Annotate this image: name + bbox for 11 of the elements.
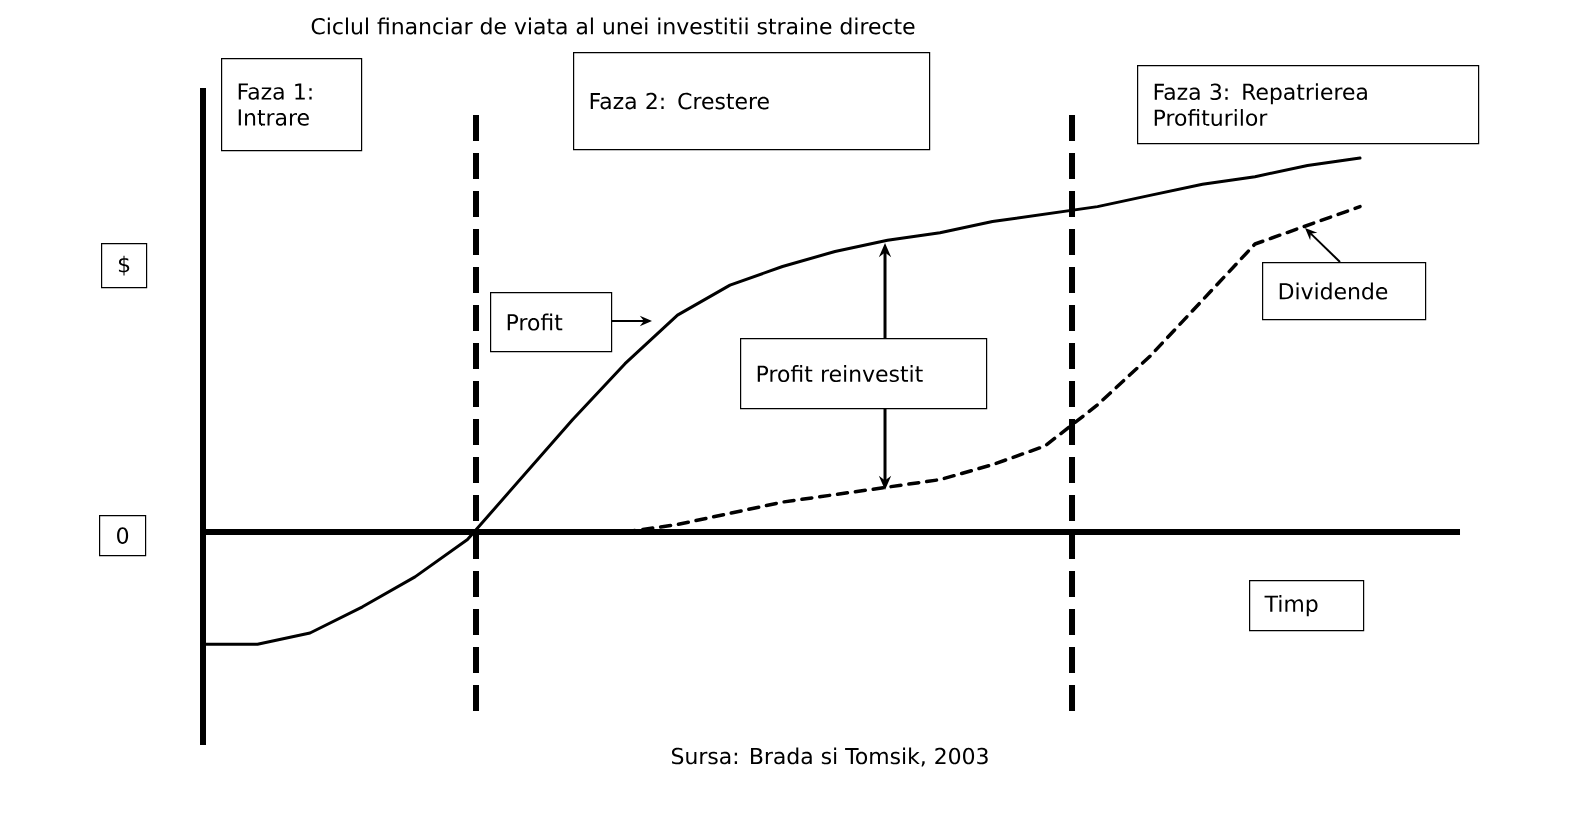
text: Faza 3: Repatrierea Profiturilor	[1154, 83, 1367, 127]
chart-title: Ciclul financiar de viata al unei investitii straine directe	[311, 17, 915, 35]
annotation: Profit reinvestit	[757, 365, 923, 383]
text: Faza 2: Crestere	[590, 92, 769, 110]
text: Sursa: Brada si Tomsik, 2003	[671, 747, 988, 767]
text: 0	[117, 527, 129, 544]
y-axis-title: $	[118, 255, 130, 276]
text: Faza 1: Intrare	[238, 83, 312, 126]
text: Dividende	[1279, 282, 1388, 300]
legend-label: Profit	[507, 313, 563, 331]
x-axis-title: Timp	[1264, 594, 1318, 617]
